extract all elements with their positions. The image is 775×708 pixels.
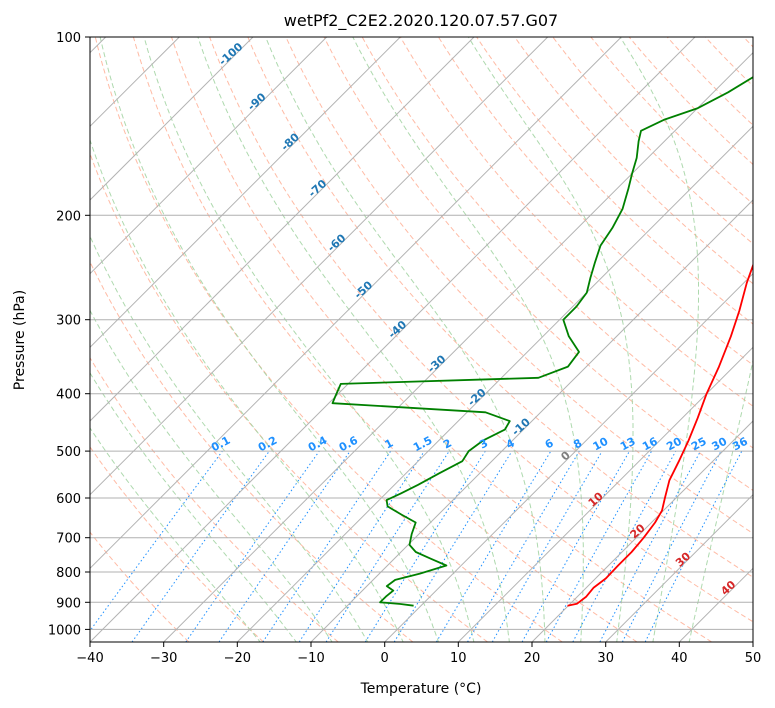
chart-title: wetPf2_C2E2.2020.120.07.57.G07 — [284, 11, 558, 31]
moist-adiabat-line — [688, 358, 753, 642]
mixing-ratio-label: 30 — [710, 435, 730, 454]
y-tick-label: 200 — [56, 209, 81, 224]
mixing-ratio-line — [545, 450, 653, 642]
mixing-ratio-line — [325, 450, 450, 642]
dry-adiabat-line — [94, 37, 563, 642]
plot-background — [90, 37, 753, 642]
moist-adiabat-line — [90, 309, 333, 642]
profile-series — [331, 76, 753, 607]
mixing-ratio-label: 10 — [591, 435, 611, 454]
x-tick-label: 0 — [381, 651, 389, 666]
y-tick-label: 600 — [56, 492, 81, 507]
dry-adiabat-line — [285, 37, 753, 535]
moist-adiabat-line — [265, 37, 546, 642]
mixing-ratio-line — [218, 450, 351, 642]
mixing-ratio-line — [90, 450, 223, 632]
x-tick-label: 20 — [524, 651, 541, 666]
isotherm-line — [90, 37, 696, 642]
dry-adiabat-line — [590, 37, 753, 205]
mixing-ratio-line — [298, 450, 425, 642]
mixing-ratio-line — [262, 450, 392, 642]
dry-adiabat-line — [209, 37, 753, 623]
axes: −40 −30 −20 −10 0 10 20 30 40 50 100 200 300 400 500 60… — [48, 31, 761, 666]
dry-adiabat-line — [90, 531, 190, 642]
x-tick-label: −20 — [224, 651, 251, 666]
isotherm-line — [457, 346, 753, 642]
mixing-ratio-line — [185, 450, 320, 642]
x-tick-label: 40 — [671, 651, 688, 666]
moist-adiabat-line — [467, 37, 634, 642]
moist-adiabat-line — [619, 37, 699, 642]
mixing-ratio-line — [644, 450, 743, 642]
y-tick-label: 100 — [56, 31, 81, 46]
isotherm-line — [310, 199, 753, 642]
moist-adiabat-line — [99, 37, 440, 642]
moist-adiabat-line — [90, 427, 261, 642]
x-tick-label: 50 — [745, 651, 762, 666]
dry-adiabat-line — [171, 37, 712, 642]
isotherm-line — [752, 641, 753, 642]
dry-adiabat-line — [399, 37, 753, 407]
y-tick-label: 1000 — [48, 623, 81, 638]
x-axis-label: Temperature (°C) — [360, 681, 482, 697]
mixing-ratio-label: 16 — [640, 435, 660, 454]
y-tick-label: 800 — [56, 566, 81, 581]
mixing-ratio-line — [521, 450, 630, 642]
isotherm-line — [384, 272, 753, 642]
y-tick-label: 700 — [56, 532, 81, 547]
x-tick-label: 10 — [450, 651, 467, 666]
x-tick-label: 30 — [597, 651, 614, 666]
mixing-ratio-line — [572, 450, 677, 642]
isotherm-line — [163, 51, 753, 642]
plot-frame — [89, 36, 754, 643]
isotherm-line — [90, 37, 254, 201]
temperature-line — [567, 262, 753, 607]
y-tick-label: 400 — [56, 388, 81, 403]
moist-adiabat-line — [197, 37, 510, 642]
dry-adiabat-line — [323, 37, 753, 491]
moist-adiabat-line — [90, 235, 369, 642]
isotherm-line — [236, 125, 753, 642]
dry-adiabat-line — [132, 37, 638, 642]
x-tick-label: −40 — [76, 651, 103, 666]
dry-adiabat-line — [437, 37, 753, 366]
x-tick-label: −10 — [297, 651, 324, 666]
isotherm-line — [531, 420, 753, 642]
mixing-ratio-label: 36 — [730, 435, 750, 454]
dry-adiabat-line — [476, 37, 753, 325]
isotherm-line — [605, 493, 753, 642]
mixing-ratio-label: 20 — [664, 435, 684, 454]
x-tick-label: −30 — [150, 651, 177, 666]
mixing-ratio-line — [393, 450, 513, 642]
dry-adiabat-line — [90, 356, 339, 642]
y-tick-label: 900 — [56, 596, 81, 611]
isotherm-line — [90, 37, 328, 275]
mixing-ratio-label: 25 — [689, 435, 709, 454]
isotherm-line — [90, 37, 475, 422]
isotherm-line — [90, 37, 622, 570]
moist-adiabat-line — [90, 138, 404, 642]
y-tick-label: 300 — [56, 314, 81, 329]
y-tick-label: 500 — [56, 445, 81, 460]
dewpoint-line — [331, 76, 753, 607]
isotherm-line — [90, 37, 401, 349]
isotherm-line — [90, 37, 549, 496]
dry-adiabat-line — [90, 260, 414, 642]
mixing-ratio-line — [131, 450, 270, 642]
pressure-grid — [90, 37, 753, 630]
mixing-ratio-label: 13 — [618, 435, 638, 454]
y-axis-label: Pressure (hPa) — [12, 290, 28, 390]
